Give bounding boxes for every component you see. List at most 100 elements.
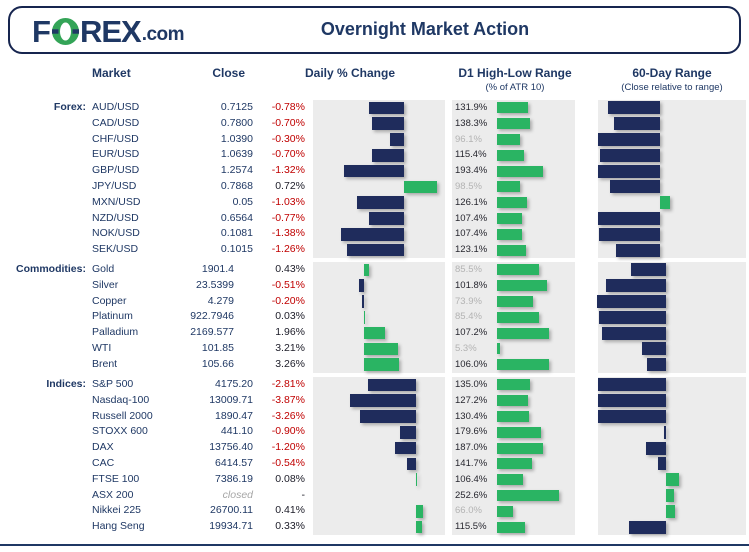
daily-change-value: -1.20% — [271, 441, 305, 454]
forex-logo: F REX .com — [32, 13, 185, 49]
close-value: 19934.71 — [209, 520, 253, 533]
column-subheader-d1-range: (% of ATR 10) — [485, 82, 545, 93]
d1-range-bar — [497, 490, 559, 501]
close-value: 0.7868 — [220, 180, 253, 192]
daily-change-value: -0.70% — [271, 148, 305, 161]
daily-change-bar — [341, 227, 405, 241]
daily-change-bar — [359, 410, 416, 423]
sixty-day-bar — [610, 180, 660, 194]
market-label: NZD/USD — [92, 211, 139, 224]
sixty-day-bar — [598, 310, 666, 324]
daily-change-bar — [368, 212, 405, 225]
d1-range-label: 107.4% — [455, 228, 488, 240]
sixty-day-bar — [641, 342, 666, 356]
logo-text-f: F — [32, 13, 51, 49]
daily-change-bar — [415, 504, 423, 518]
daily-change-value: 0.08% — [275, 472, 305, 485]
daily-change-value: -0.20% — [271, 294, 305, 307]
sixty-day-bar — [597, 410, 666, 423]
daily-change-value: - — [301, 488, 306, 501]
daily-change-value: -3.87% — [271, 393, 305, 406]
daily-change-bar — [357, 196, 405, 210]
d1-range-bar — [497, 379, 530, 391]
d1-range-bar — [497, 327, 550, 339]
daily-change-value: -0.51% — [271, 278, 305, 291]
daily-change-bar — [368, 101, 405, 115]
d1-range-label: 131.9% — [455, 102, 488, 113]
d1-range-label: 193.4% — [455, 165, 488, 177]
daily-change-bar — [367, 378, 416, 392]
daily-change-value: -0.30% — [271, 132, 305, 145]
group-label: Forex: — [53, 101, 86, 113]
market-label: CAD/USD — [92, 116, 140, 129]
daily-change-value: -1.26% — [271, 243, 305, 256]
daily-change-bar — [372, 148, 405, 162]
daily-change-value: -2.81% — [271, 378, 305, 390]
market-label: WTI — [92, 342, 112, 354]
market-label: Brent — [92, 357, 118, 370]
sixty-day-bar — [646, 358, 666, 372]
daily-change-value: -1.03% — [271, 195, 305, 208]
close-value: 0.05 — [232, 195, 253, 208]
close-value: 101.85 — [201, 342, 234, 354]
market-label: NOK/USD — [92, 227, 140, 240]
sixty-day-bar — [598, 133, 660, 146]
column-header-market: Market — [92, 66, 131, 80]
d1-range-label: 85.5% — [455, 264, 482, 275]
daily-change-value: 3.21% — [275, 342, 305, 354]
daily-change-bar — [364, 326, 385, 340]
daily-change-bar — [358, 279, 365, 293]
daily-change-value: -1.38% — [271, 227, 305, 240]
d1-range-label: 66.0% — [455, 505, 482, 517]
market-label: ASX 200 — [92, 488, 134, 501]
sixty-day-bar — [665, 473, 679, 487]
daily-change-bar — [364, 358, 399, 372]
sixty-day-bar — [665, 489, 674, 502]
daily-change-value: -0.77% — [271, 211, 305, 224]
d1-range-label: 135.0% — [455, 379, 488, 390]
sixty-day-bar — [665, 504, 675, 518]
daily-change-bar — [364, 310, 366, 324]
page-title: Overnight Market Action — [320, 19, 530, 39]
market-label: Nikkei 225 — [92, 504, 142, 517]
close-value: 1.2574 — [220, 164, 253, 177]
d1-range-label: 127.2% — [455, 394, 488, 406]
daily-change-bar — [415, 520, 422, 534]
d1-range-bar — [497, 228, 523, 240]
d1-range-label: 252.6% — [455, 489, 488, 501]
d1-range-bar — [497, 149, 525, 161]
d1-range-label: 115.5% — [455, 521, 487, 533]
d1-range-bar — [497, 311, 539, 323]
d1-range-label: 106.4% — [455, 473, 488, 485]
market-label: FTSE 100 — [92, 472, 140, 485]
logo-text-rex: REX — [79, 13, 142, 49]
d1-range-bar — [497, 181, 521, 193]
daily-change-value: 0.03% — [275, 310, 305, 323]
d1-range-bar — [497, 442, 543, 454]
close-value: closed — [222, 488, 253, 501]
title-bar: F REX .com Overnight Market Action — [8, 6, 741, 54]
d1-range-bar — [497, 134, 520, 145]
close-value: 441.10 — [220, 425, 253, 438]
sixty-day-bar — [597, 378, 666, 392]
d1-range-bar — [497, 458, 532, 470]
sixty-day-bar — [616, 243, 660, 257]
d1-range-label: 115.4% — [455, 149, 487, 161]
market-label: EUR/USD — [92, 148, 140, 161]
daily-change-value: 0.43% — [275, 263, 305, 275]
close-value: 26700.11 — [209, 504, 253, 517]
daily-change-value: -0.70% — [271, 116, 305, 129]
close-value: 0.1015 — [220, 243, 253, 256]
d1-range-bar — [497, 474, 523, 486]
column-subheader-60day-range: (Close relative to range) — [621, 82, 723, 93]
d1-range-label: 141.7% — [455, 458, 488, 469]
daily-change-bar — [349, 394, 416, 408]
daily-change-bar — [343, 164, 405, 178]
d1-range-bar — [497, 411, 529, 422]
d1-range-bar — [497, 213, 523, 224]
close-value: 23.5399 — [196, 278, 234, 291]
d1-range-label: 179.6% — [455, 426, 488, 438]
daily-change-bar — [406, 457, 416, 471]
sixty-day-bar — [628, 520, 666, 534]
sixty-day-bar — [600, 148, 660, 162]
